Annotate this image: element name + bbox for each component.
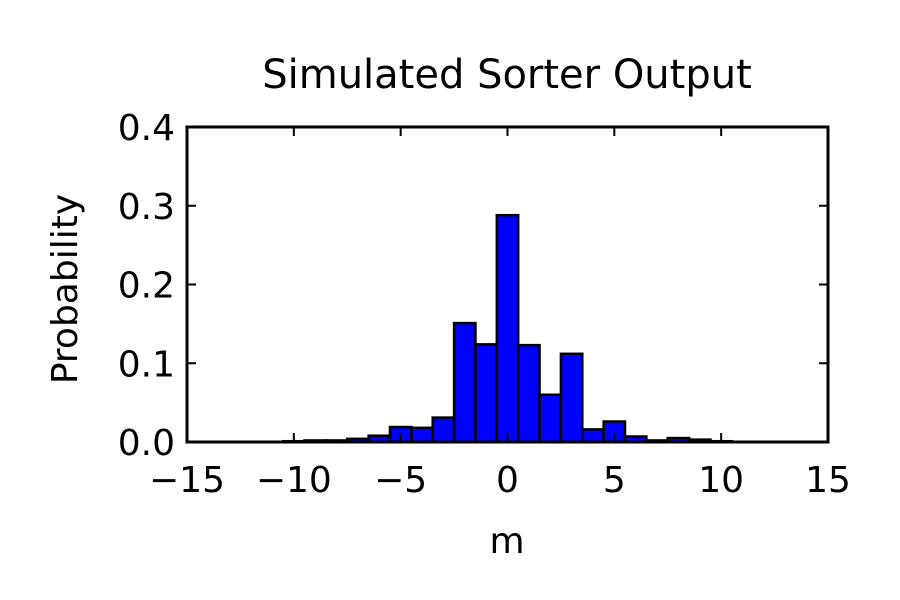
x-axis-label: m [489,521,524,562]
bar [431,416,456,444]
bar [581,428,605,444]
chart-title: Simulated Sorter Output [262,52,752,98]
x-tick-label: −5 [374,460,427,501]
y-tick-label: 0.0 [118,423,175,464]
y-tick-label: 0.2 [118,266,175,307]
bar [516,343,541,444]
bar [474,343,499,444]
bar [452,321,477,444]
x-tick-label: 10 [698,460,744,501]
bar [410,426,434,444]
y-tick-label: 0.1 [118,344,175,385]
y-tick-label: 0.3 [118,187,175,228]
x-tick-label: −15 [149,460,225,501]
bar [495,213,520,444]
y-axis-label: Probability [45,194,86,384]
x-tick-label: 15 [805,460,851,501]
bar [538,393,563,444]
x-tick-label: 0 [496,460,519,501]
bar [559,352,584,444]
y-tick-label: 0.4 [118,108,175,149]
x-tick-label: 5 [603,460,626,501]
x-tick-label: −10 [256,460,332,501]
